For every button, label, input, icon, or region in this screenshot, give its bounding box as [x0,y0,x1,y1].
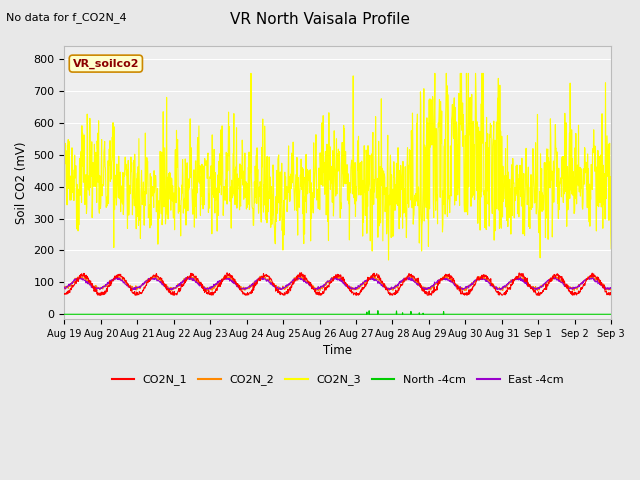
Text: VR North Vaisala Profile: VR North Vaisala Profile [230,12,410,27]
Y-axis label: Soil CO2 (mV): Soil CO2 (mV) [15,142,28,224]
Text: No data for f_CO2N_4: No data for f_CO2N_4 [6,12,127,23]
Legend: CO2N_1, CO2N_2, CO2N_3, North -4cm, East -4cm: CO2N_1, CO2N_2, CO2N_3, North -4cm, East… [107,370,568,390]
X-axis label: Time: Time [323,344,352,357]
Text: VR_soilco2: VR_soilco2 [72,59,139,69]
